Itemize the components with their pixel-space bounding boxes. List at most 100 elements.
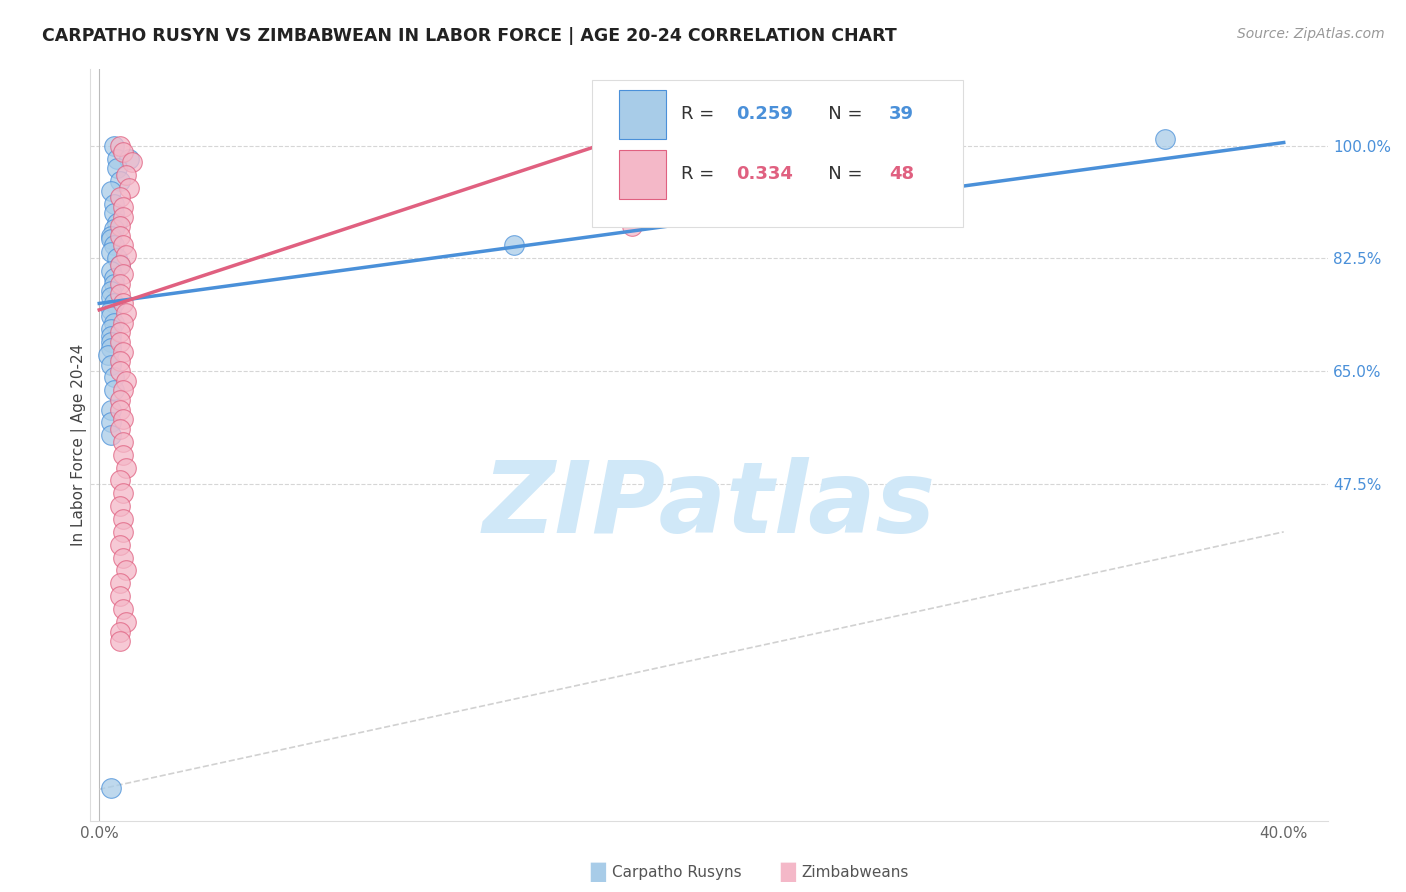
Point <box>108 219 131 234</box>
Point <box>100 328 122 343</box>
Point <box>105 252 128 266</box>
Text: CARPATHO RUSYN VS ZIMBABWEAN IN LABOR FORCE | AGE 20-24 CORRELATION CHART: CARPATHO RUSYN VS ZIMBABWEAN IN LABOR FO… <box>42 27 897 45</box>
Point <box>111 238 134 252</box>
Point <box>105 216 128 230</box>
Text: 39: 39 <box>889 105 914 123</box>
Point <box>111 344 134 359</box>
Point <box>100 184 122 198</box>
Point <box>100 244 122 259</box>
Point <box>108 138 131 153</box>
Point <box>108 499 131 513</box>
Point <box>108 364 131 378</box>
Point <box>108 576 131 591</box>
Text: ZIPatlas: ZIPatlas <box>482 457 936 554</box>
Point <box>115 306 138 320</box>
Point <box>108 402 131 417</box>
Point <box>108 228 131 243</box>
Point <box>108 392 131 407</box>
Point <box>111 412 134 426</box>
Point <box>121 154 143 169</box>
Point <box>115 248 138 262</box>
Point <box>103 238 125 252</box>
Text: R =: R = <box>681 105 720 123</box>
Point <box>108 589 131 603</box>
Point <box>115 168 138 182</box>
Point <box>100 416 122 430</box>
Point <box>108 326 131 340</box>
Point <box>502 238 524 252</box>
Point <box>115 564 138 578</box>
Point <box>97 348 120 362</box>
Point <box>1154 132 1177 146</box>
Point <box>111 434 134 449</box>
Point <box>100 228 122 243</box>
Point <box>103 206 125 220</box>
Point <box>115 615 138 629</box>
Bar <box>619 89 666 138</box>
Point <box>103 138 125 153</box>
Point <box>115 374 138 388</box>
Point <box>108 258 131 272</box>
Text: 0.259: 0.259 <box>737 105 793 123</box>
Point <box>100 232 122 246</box>
Point <box>111 384 134 398</box>
Bar <box>619 150 666 199</box>
Point <box>103 316 125 330</box>
Point <box>108 258 131 272</box>
Point <box>108 634 131 648</box>
Point <box>108 474 131 488</box>
Point <box>100 290 122 304</box>
Point <box>103 196 125 211</box>
Text: Zimbabweans: Zimbabweans <box>801 865 908 880</box>
Point <box>108 190 131 204</box>
Point <box>111 550 134 565</box>
Point <box>100 284 122 298</box>
Text: N =: N = <box>811 105 868 123</box>
Point <box>108 538 131 552</box>
Point <box>111 200 134 214</box>
Point <box>111 512 134 526</box>
Text: 48: 48 <box>889 165 914 184</box>
Point <box>100 342 122 356</box>
Point <box>103 384 125 398</box>
Point <box>118 180 141 194</box>
Point <box>103 277 125 292</box>
Point <box>111 316 134 330</box>
Point <box>100 780 122 795</box>
Point <box>111 296 134 310</box>
Point <box>111 602 134 616</box>
Y-axis label: In Labor Force | Age 20-24: In Labor Force | Age 20-24 <box>72 343 87 546</box>
Point <box>100 322 122 336</box>
Point <box>103 296 125 310</box>
Point <box>111 486 134 500</box>
Point <box>100 302 122 317</box>
Point <box>103 222 125 236</box>
Text: █: █ <box>780 863 796 882</box>
Point <box>108 286 131 301</box>
Point <box>108 334 131 349</box>
Point <box>111 210 134 224</box>
Point <box>105 161 128 176</box>
Text: R =: R = <box>681 165 720 184</box>
Point <box>111 268 134 282</box>
Point <box>115 460 138 475</box>
Point <box>108 277 131 292</box>
Point <box>100 310 122 324</box>
Point <box>111 524 134 539</box>
Point <box>118 152 141 166</box>
Text: 0.334: 0.334 <box>737 165 793 184</box>
Point <box>111 448 134 462</box>
Text: Source: ZipAtlas.com: Source: ZipAtlas.com <box>1237 27 1385 41</box>
Point <box>100 428 122 442</box>
Point <box>100 402 122 417</box>
Point <box>100 358 122 372</box>
FancyBboxPatch shape <box>592 79 963 227</box>
Text: Carpatho Rusyns: Carpatho Rusyns <box>612 865 741 880</box>
Point <box>108 624 131 639</box>
Point <box>100 264 122 278</box>
Point <box>108 354 131 368</box>
Point <box>103 370 125 384</box>
Point <box>100 334 122 349</box>
Point <box>621 219 644 234</box>
Point <box>103 270 125 285</box>
